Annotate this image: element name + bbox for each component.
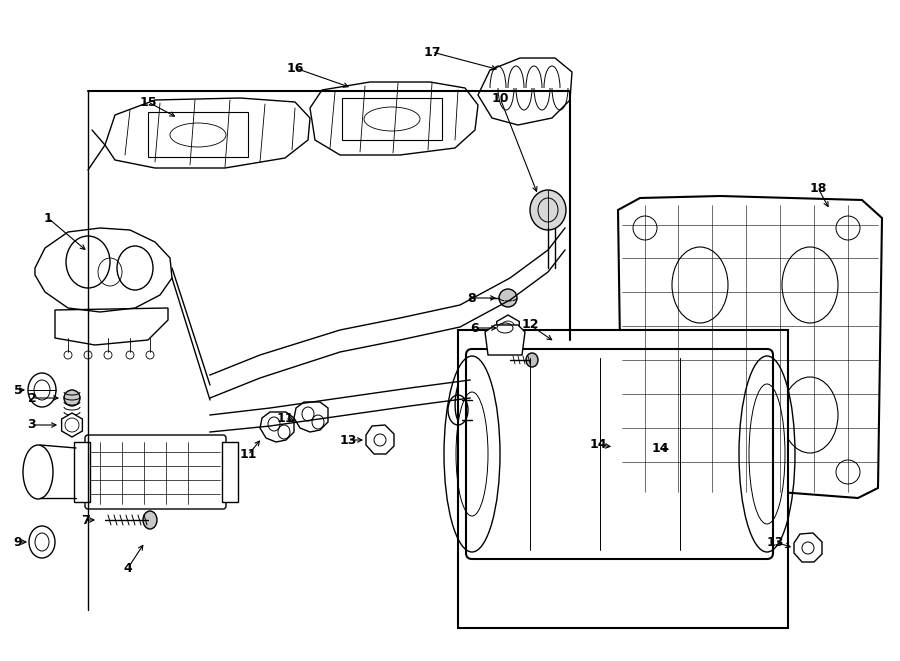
Ellipse shape	[143, 511, 157, 529]
Text: 6: 6	[471, 321, 480, 334]
Text: 14: 14	[590, 438, 607, 451]
Ellipse shape	[499, 289, 517, 307]
Polygon shape	[485, 325, 525, 355]
Ellipse shape	[526, 353, 538, 367]
Text: 12: 12	[521, 319, 539, 332]
Polygon shape	[497, 315, 519, 341]
Text: 3: 3	[28, 418, 36, 432]
Bar	[148, 112, 248, 157]
Polygon shape	[618, 196, 882, 498]
Polygon shape	[366, 425, 394, 454]
Polygon shape	[672, 434, 704, 466]
Text: 8: 8	[468, 292, 476, 305]
Text: 2: 2	[28, 391, 36, 405]
Text: 11: 11	[276, 412, 293, 424]
Text: 1: 1	[43, 212, 52, 225]
Polygon shape	[35, 228, 172, 312]
Ellipse shape	[530, 190, 566, 230]
Polygon shape	[614, 429, 646, 461]
Text: 4: 4	[123, 561, 132, 574]
FancyBboxPatch shape	[85, 435, 226, 509]
Text: 16: 16	[286, 61, 303, 75]
Text: 7: 7	[81, 514, 89, 527]
Polygon shape	[310, 82, 478, 155]
Text: 11: 11	[239, 449, 256, 461]
Bar	[222, 442, 238, 502]
Polygon shape	[478, 58, 572, 125]
Polygon shape	[105, 98, 310, 168]
Text: 15: 15	[140, 95, 157, 108]
Bar	[458, 330, 788, 628]
Text: 14: 14	[652, 442, 669, 455]
Bar	[74, 442, 90, 502]
Text: 13: 13	[766, 535, 784, 549]
Polygon shape	[294, 402, 328, 432]
Text: 10: 10	[491, 91, 508, 104]
Ellipse shape	[64, 390, 80, 406]
Text: 9: 9	[14, 535, 22, 549]
Text: 18: 18	[809, 182, 827, 194]
Polygon shape	[260, 412, 294, 442]
Text: 17: 17	[423, 46, 441, 59]
FancyBboxPatch shape	[466, 349, 773, 559]
Bar	[342, 98, 442, 140]
Polygon shape	[794, 533, 822, 562]
Polygon shape	[61, 413, 83, 437]
Text: 13: 13	[339, 434, 356, 446]
Text: 5: 5	[14, 383, 22, 397]
